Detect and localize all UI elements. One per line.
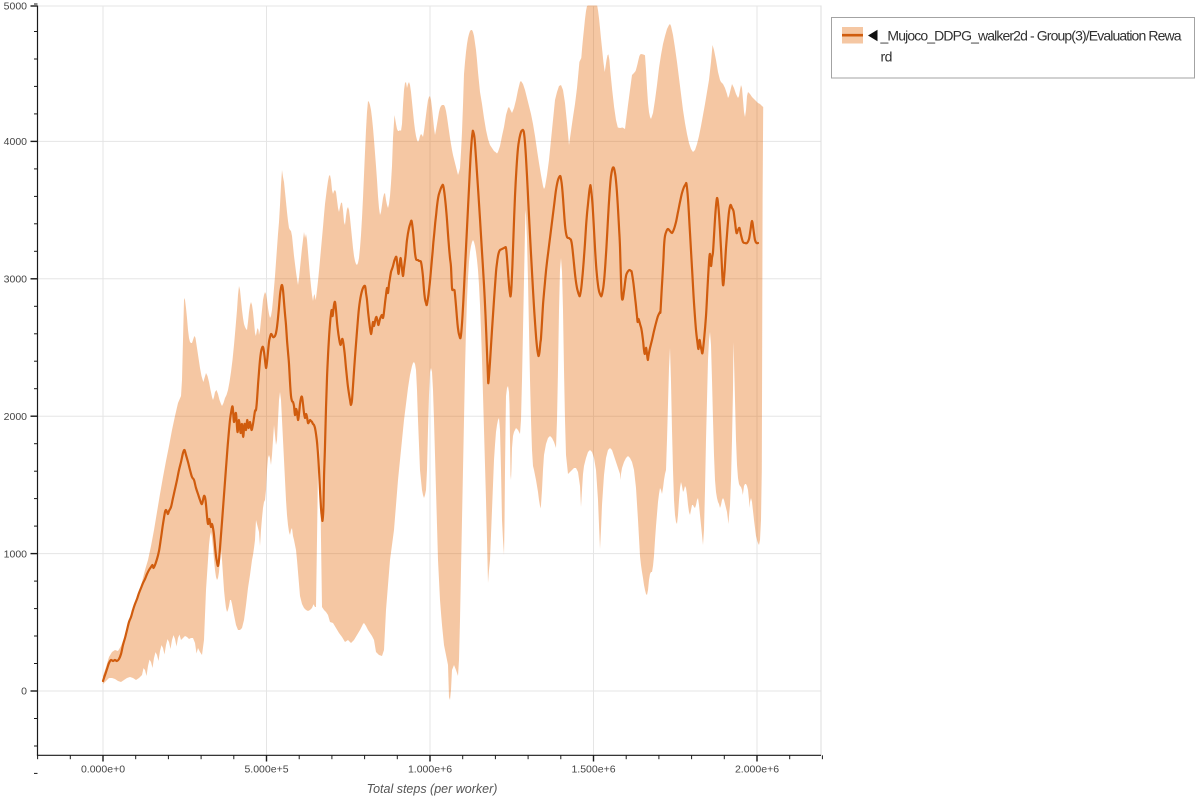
svg-text:1000: 1000 — [4, 548, 28, 560]
svg-text:1.500e+6: 1.500e+6 — [571, 764, 615, 776]
svg-text:1.000e+6: 1.000e+6 — [408, 764, 452, 776]
svg-text:_Mujoco_DDPG_walker2d - Group(: _Mujoco_DDPG_walker2d - Group(3)/Evaluat… — [880, 28, 1182, 44]
svg-text:2.000e+6: 2.000e+6 — [735, 764, 779, 776]
svg-text:4000: 4000 — [4, 136, 28, 148]
svg-text:5000: 5000 — [4, 1, 28, 13]
svg-text:0: 0 — [21, 686, 27, 698]
svg-text:3000: 3000 — [4, 274, 28, 286]
svg-text:5.000e+5: 5.000e+5 — [244, 764, 288, 776]
svg-text:rd: rd — [881, 49, 892, 65]
svg-text:2000: 2000 — [4, 411, 28, 423]
svg-text:0.000e+0: 0.000e+0 — [81, 764, 125, 776]
svg-text:Total steps (per worker): Total steps (per worker) — [367, 782, 498, 796]
